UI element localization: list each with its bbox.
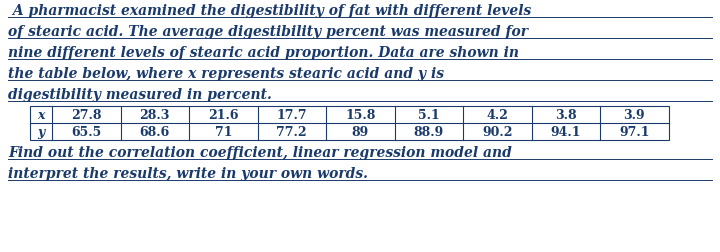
- Text: 89: 89: [351, 125, 369, 138]
- Text: 27.8: 27.8: [71, 109, 102, 121]
- Text: of stearic acid. The average digestibility percent was measured for: of stearic acid. The average digestibili…: [8, 25, 528, 39]
- Text: the table below, where x represents stearic acid and y is: the table below, where x represents stea…: [8, 67, 444, 81]
- Text: 4.2: 4.2: [486, 109, 508, 121]
- Text: 28.3: 28.3: [140, 109, 170, 121]
- Text: 5.1: 5.1: [418, 109, 440, 121]
- Text: 21.6: 21.6: [208, 109, 238, 121]
- Text: 17.7: 17.7: [276, 109, 307, 121]
- Text: interpret the results, write in your own words.: interpret the results, write in your own…: [8, 166, 368, 180]
- Text: 77.2: 77.2: [276, 125, 307, 138]
- Text: digestibility measured in percent.: digestibility measured in percent.: [8, 88, 272, 102]
- Text: 90.2: 90.2: [482, 125, 513, 138]
- Text: 15.8: 15.8: [345, 109, 375, 121]
- Text: 3.9: 3.9: [624, 109, 645, 121]
- Text: 68.6: 68.6: [140, 125, 170, 138]
- Text: x: x: [37, 109, 45, 121]
- Text: 97.1: 97.1: [619, 125, 649, 138]
- Text: 65.5: 65.5: [71, 125, 102, 138]
- Text: 3.8: 3.8: [555, 109, 577, 121]
- Text: 71: 71: [215, 125, 232, 138]
- Text: y: y: [37, 125, 45, 138]
- Text: Find out the correlation coefficient, linear regression model and: Find out the correlation coefficient, li…: [8, 145, 512, 159]
- Text: 88.9: 88.9: [413, 125, 444, 138]
- Bar: [30, 107, 668, 140]
- Text: 94.1: 94.1: [551, 125, 581, 138]
- Text: A pharmacist examined the digestibility of fat with different levels: A pharmacist examined the digestibility …: [8, 4, 531, 18]
- Text: nine different levels of stearic acid proportion. Data are shown in: nine different levels of stearic acid pr…: [8, 46, 519, 60]
